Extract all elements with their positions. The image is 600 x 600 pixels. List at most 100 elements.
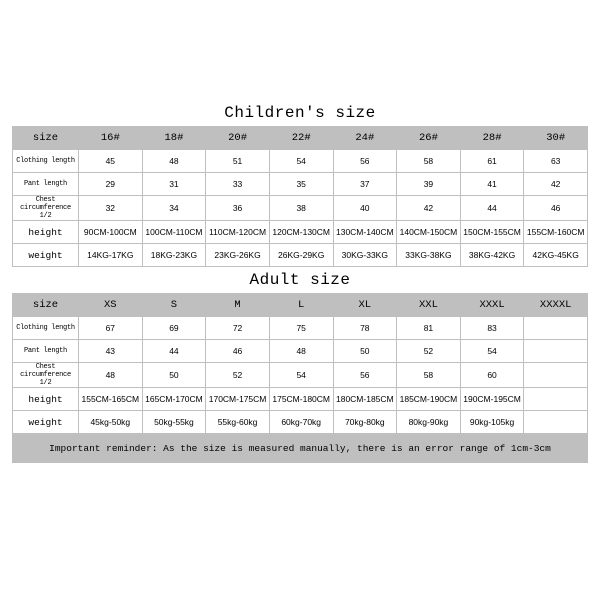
cell: 54: [460, 340, 524, 363]
table-row: height 90CM-100CM 100CM-110CM 110CM-120C…: [13, 221, 588, 244]
table-row: Clothing length 67 69 72 75 78 81 83: [13, 317, 588, 340]
cell: 26KG-29KG: [269, 244, 333, 267]
cell: [524, 317, 588, 340]
adult-label-3: Chest circumference 1/2: [13, 363, 79, 388]
cell: 48: [269, 340, 333, 363]
cell: 165CM-170CM: [142, 388, 206, 411]
cell: [524, 340, 588, 363]
cell: 54: [269, 363, 333, 388]
children-col-3: 22#: [269, 127, 333, 150]
cell: 50: [333, 340, 397, 363]
cell: [524, 411, 588, 434]
cell: 35: [269, 173, 333, 196]
adult-table: size XS S M L XL XXL XXXL XXXXL Clothing…: [12, 293, 588, 434]
table-row: weight 14KG-17KG 18KG-23KG 23KG-26KG 26K…: [13, 244, 588, 267]
cell: 75: [269, 317, 333, 340]
cell: 81: [397, 317, 461, 340]
cell: 155CM-160CM: [524, 221, 588, 244]
cell: [524, 363, 588, 388]
cell: 72: [206, 317, 270, 340]
children-col-4: 24#: [333, 127, 397, 150]
cell: 46: [524, 196, 588, 221]
cell: [524, 388, 588, 411]
cell: 14KG-17KG: [79, 244, 143, 267]
cell: 30KG-33KG: [333, 244, 397, 267]
children-col-6: 28#: [460, 127, 524, 150]
cell: 42: [524, 173, 588, 196]
cell: 55kg-60kg: [206, 411, 270, 434]
children-label-1: Clothing length: [13, 150, 79, 173]
cell: 70kg-80kg: [333, 411, 397, 434]
table-row: Chest circumference 1/2 48 50 52 54 56 5…: [13, 363, 588, 388]
children-col-1: 18#: [142, 127, 206, 150]
cell: 38: [269, 196, 333, 221]
table-row: Pant length 29 31 33 35 37 39 41 42: [13, 173, 588, 196]
children-col-7: 30#: [524, 127, 588, 150]
adult-col-4: XL: [333, 294, 397, 317]
adult-col-2: M: [206, 294, 270, 317]
adult-label-4: height: [13, 388, 79, 411]
cell: 56: [333, 363, 397, 388]
cell: 170CM-175CM: [206, 388, 270, 411]
children-col-5: 26#: [397, 127, 461, 150]
cell: 140CM-150CM: [397, 221, 461, 244]
table-row: height 155CM-165CM 165CM-170CM 170CM-175…: [13, 388, 588, 411]
adult-title: Adult size: [12, 271, 588, 289]
children-col-0: 16#: [79, 127, 143, 150]
cell: 78: [333, 317, 397, 340]
cell: 83: [460, 317, 524, 340]
cell: 18KG-23KG: [142, 244, 206, 267]
cell: 54: [269, 150, 333, 173]
cell: 31: [142, 173, 206, 196]
cell: 50kg-55kg: [142, 411, 206, 434]
cell: 60: [460, 363, 524, 388]
cell: 58: [397, 363, 461, 388]
cell: 46: [206, 340, 270, 363]
cell: 52: [397, 340, 461, 363]
cell: 69: [142, 317, 206, 340]
adult-label-2: Pant length: [13, 340, 79, 363]
cell: 130CM-140CM: [333, 221, 397, 244]
adult-col-0: XS: [79, 294, 143, 317]
cell: 100CM-110CM: [142, 221, 206, 244]
cell: 29: [79, 173, 143, 196]
cell: 42: [397, 196, 461, 221]
adult-label-0: size: [13, 294, 79, 317]
cell: 50: [142, 363, 206, 388]
cell: 51: [206, 150, 270, 173]
cell: 45kg-50kg: [79, 411, 143, 434]
cell: 67: [79, 317, 143, 340]
cell: 33: [206, 173, 270, 196]
cell: 43: [79, 340, 143, 363]
adult-col-3: L: [269, 294, 333, 317]
children-label-2: Pant length: [13, 173, 79, 196]
cell: 33KG-38KG: [397, 244, 461, 267]
reminder-text: Important reminder: As the size is measu…: [12, 434, 588, 463]
children-label-0: size: [13, 127, 79, 150]
adult-col-7: XXXXL: [524, 294, 588, 317]
cell: 150CM-155CM: [460, 221, 524, 244]
children-label-5: weight: [13, 244, 79, 267]
cell: 40: [333, 196, 397, 221]
children-label-3: Chest circumference 1/2: [13, 196, 79, 221]
cell: 56: [333, 150, 397, 173]
cell: 185CM-190CM: [397, 388, 461, 411]
cell: 23KG-26KG: [206, 244, 270, 267]
adult-header-row: size XS S M L XL XXL XXXL XXXXL: [13, 294, 588, 317]
cell: 90CM-100CM: [79, 221, 143, 244]
cell: 80kg-90kg: [397, 411, 461, 434]
table-row: Pant length 43 44 46 48 50 52 54: [13, 340, 588, 363]
cell: 38KG-42KG: [460, 244, 524, 267]
cell: 36: [206, 196, 270, 221]
children-col-2: 20#: [206, 127, 270, 150]
cell: 155CM-165CM: [79, 388, 143, 411]
table-row: Chest circumference 1/2 32 34 36 38 40 4…: [13, 196, 588, 221]
cell: 37: [333, 173, 397, 196]
cell: 175CM-180CM: [269, 388, 333, 411]
cell: 180CM-185CM: [333, 388, 397, 411]
cell: 190CM-195CM: [460, 388, 524, 411]
cell: 44: [460, 196, 524, 221]
cell: 39: [397, 173, 461, 196]
adult-label-1: Clothing length: [13, 317, 79, 340]
adult-label-5: weight: [13, 411, 79, 434]
